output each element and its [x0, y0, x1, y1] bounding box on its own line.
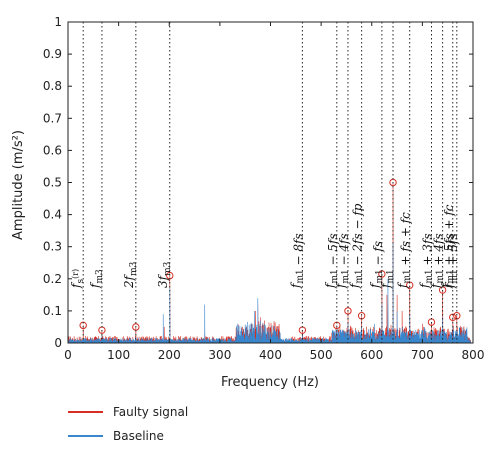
- x-tick-label: 200: [158, 348, 181, 362]
- y-tick-label: 0.2: [43, 272, 62, 286]
- x-tick-label: 800: [462, 348, 485, 362]
- y-tick-label: 0.8: [43, 79, 62, 93]
- legend-label-faulty: Faulty signal: [113, 405, 188, 419]
- plot-frame: [67, 21, 474, 344]
- series-baseline-line: [68, 243, 471, 344]
- x-tick-label: 100: [107, 348, 130, 362]
- x-tick-label: 600: [360, 348, 383, 362]
- harmonic-label: fm1 − 8fs: [288, 233, 305, 289]
- harmonic-label: 2fm3: [122, 261, 139, 289]
- y-tick-label: 0.9: [43, 47, 62, 61]
- harmonic-label: fs(r): [69, 269, 86, 289]
- harmonic-label: fm1 − 5fs: [323, 233, 340, 289]
- y-tick-label: 1: [54, 15, 62, 29]
- harmonic-label: fm1 + fs + fc: [396, 212, 413, 289]
- harmonic-label: fm1 + 4fs: [429, 233, 446, 289]
- axes: 0 100 200 300 400 500 600 700 800 0 0.1 0.2 0.3 0.4 0.…: [43, 15, 485, 362]
- y-tick-label: 0.3: [43, 240, 62, 254]
- x-tick-label: 500: [310, 348, 333, 362]
- harmonic-label: fm1 + 5fs: [443, 233, 460, 289]
- harmonic-label: fm1 + 3fs: [417, 233, 434, 289]
- y-tick-label: 0.4: [43, 208, 62, 222]
- legend: Faulty signal Baseline: [68, 405, 188, 443]
- y-tick-label: 0.5: [43, 176, 62, 190]
- harmonic-label: fm3: [88, 269, 105, 289]
- y-tick-label: 0.6: [43, 143, 62, 157]
- y-tick-label: 0: [54, 336, 62, 350]
- harmonic-label: fm1 − 2fs − fp: [348, 203, 365, 289]
- harmonic-label: fm1: [379, 269, 396, 289]
- x-tick-label: 400: [259, 348, 282, 362]
- x-axis-title: Frequency (Hz): [221, 375, 319, 390]
- y-tick-label: 0.7: [43, 111, 62, 125]
- y-axis-title: Amplitude (m/s²): [11, 130, 26, 240]
- x-tick-label: 700: [411, 348, 434, 362]
- harmonic-label: fm1 + 5fs + fc: [439, 204, 456, 289]
- harmonic-label: 3fm3: [156, 261, 173, 288]
- legend-label-baseline: Baseline: [113, 429, 164, 443]
- y-tick-label: 0.1: [43, 304, 62, 318]
- harmonic-label: fm1 − fs: [368, 241, 385, 289]
- harmonic-label: fm1 − 4fs: [334, 233, 351, 289]
- x-tick-label: 300: [208, 348, 231, 362]
- x-tick-label: 0: [64, 348, 72, 362]
